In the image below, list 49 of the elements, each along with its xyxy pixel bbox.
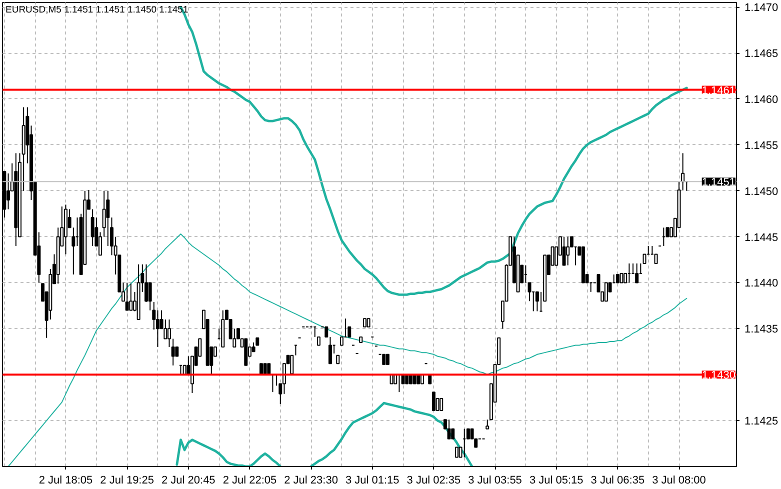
y-tick-label: 1.1455 [744,140,778,152]
y-tick-label: 1.1450 [744,186,778,198]
candlestick [604,282,608,302]
line-series [8,234,688,466]
candlestick [447,419,451,440]
candlestick [642,254,646,264]
candlestick [654,254,658,264]
candlestick [562,236,566,266]
y-tick-label: 1.1445 [744,232,778,244]
x-tick-label: 3 Jul 05:15 [529,474,584,486]
candlestick [171,338,175,366]
candlestick [454,446,458,458]
y-tick-label: 1.1440 [744,278,778,290]
candlestick [451,428,455,440]
candlestick [6,172,10,210]
y-tick-label: 1.1460 [744,94,778,106]
candlestick [440,398,444,411]
y-tick-label: 1.1425 [744,416,778,428]
candlestick [129,283,133,311]
x-tick-label: 2 Jul 19:25 [100,474,154,486]
x-tick-label: 3 Jul 02:35 [406,474,461,486]
x-tick-label: 2 Jul 22:05 [222,474,277,486]
y-tick-label: 1.1435 [744,324,778,336]
ref-line-label: 1.1461 [702,84,736,97]
x-tick-label: 3 Jul 01:15 [345,474,400,486]
x-tick-label: 3 Jul 03:55 [468,474,522,486]
x-tick-label: 2 Jul 20:45 [161,474,216,486]
candlestick [252,342,256,352]
candlestick [167,318,171,348]
x-tick-label: 2 Jul 23:30 [284,474,338,486]
candlestick [635,262,639,284]
candlestick [528,282,532,302]
candlestick [144,264,148,303]
y-tick-label: 1.1465 [744,48,778,60]
candlestick [386,354,390,366]
x-tick-label: 3 Jul 06:35 [590,474,645,486]
candlestick [566,236,570,266]
x-tick-label: 2 Jul 18:05 [38,474,93,486]
candlestick [432,392,436,411]
candlestick [535,291,539,312]
candlestick [164,318,168,340]
candlestick [125,282,129,311]
candlestick [620,273,624,284]
candlestick [681,152,685,190]
candlestick [382,354,386,366]
candlestick [175,346,179,357]
candlestick [666,227,670,238]
x-tick-label: 3 Jul 08:00 [652,474,706,486]
y-tick-label: 1.1470 [744,2,778,14]
